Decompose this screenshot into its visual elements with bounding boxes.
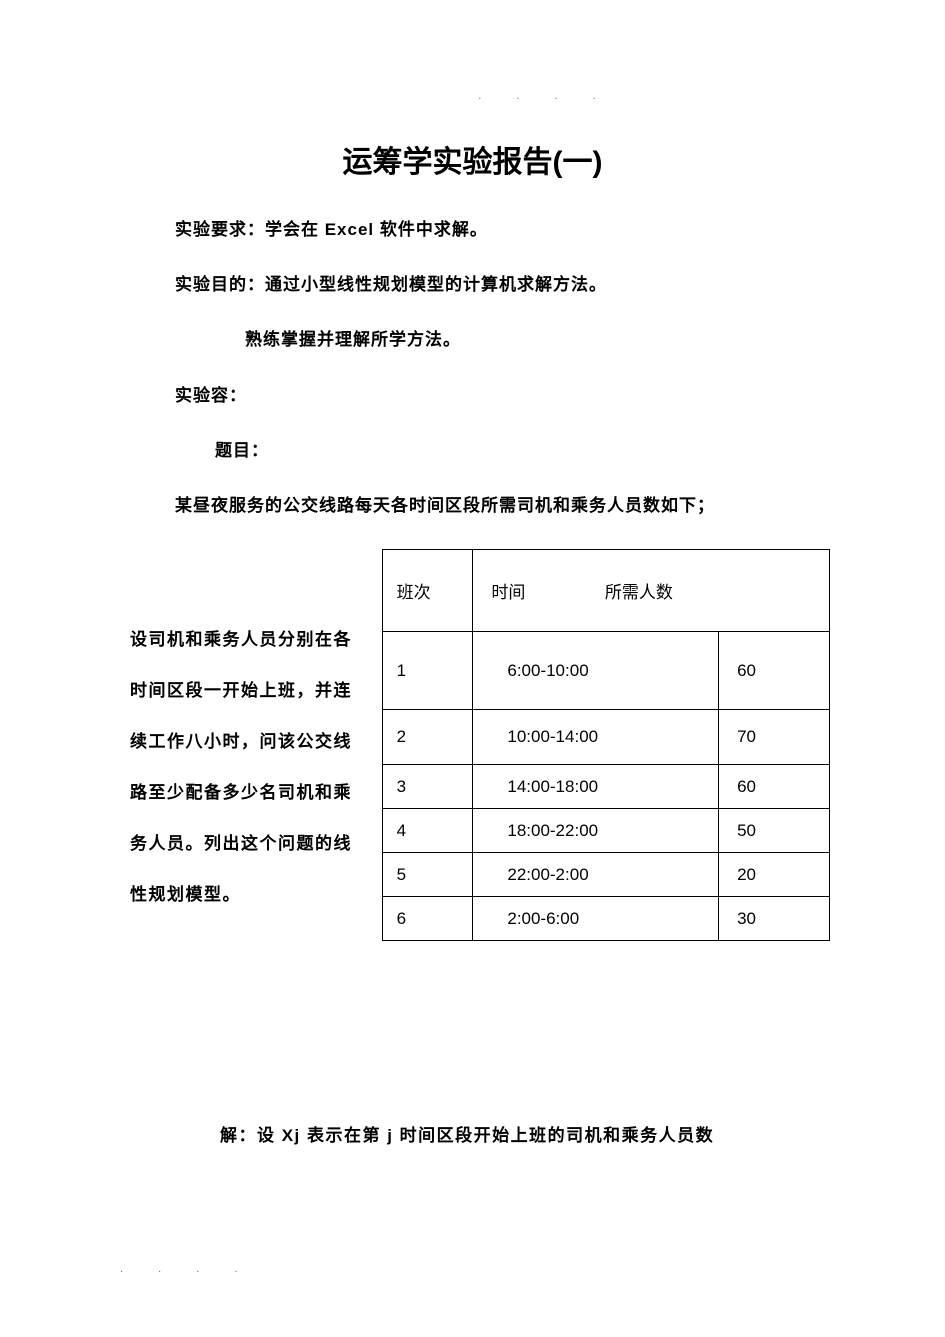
cell-count: 50	[719, 809, 830, 853]
solution-line: 解：设 Xj 表示在第 j 时间区段开始上班的司机和乘务人员数	[220, 1121, 830, 1146]
cell-count: 20	[719, 853, 830, 897]
cell-time: 22:00-2:00	[473, 853, 719, 897]
cell-time: 18:00-22:00	[473, 809, 719, 853]
cell-shift: 4	[382, 809, 473, 853]
footer-dots: . . . .	[120, 1263, 253, 1275]
table-row: 2 10:00-14:00 70	[382, 710, 829, 765]
cell-count: 70	[719, 710, 830, 765]
cell-shift: 6	[382, 897, 473, 941]
left-paragraph: 设司机和乘务人员分别在各时间区段一开始上班，并连续工作八小时，问该公交线路至少配…	[130, 614, 357, 920]
cell-time: 6:00-10:00	[473, 632, 719, 710]
document-page: . . . . 运筹学实验报告(一) 实验要求：学会在 Excel 软件中求解。…	[0, 0, 945, 1196]
table-row: 4 18:00-22:00 50	[382, 809, 829, 853]
table-row: 3 14:00-18:00 60	[382, 765, 829, 809]
cell-time: 14:00-18:00	[473, 765, 719, 809]
header-time-span: 时间	[491, 583, 525, 602]
header-time-needed: 时间 所需人数	[473, 550, 830, 632]
table-row: 1 6:00-10:00 60	[382, 632, 829, 710]
cell-shift: 3	[382, 765, 473, 809]
shift-table: 班次 时间 所需人数 1 6:00-10:00 60 2 10:00-14:00…	[382, 549, 830, 941]
content-row: 设司机和乘务人员分别在各时间区段一开始上班，并连续工作八小时，问该公交线路至少配…	[115, 549, 830, 941]
content-label: 实验容：	[175, 382, 830, 409]
header-needed-span: 所需人数	[605, 583, 673, 602]
topic-label: 题目：	[215, 437, 830, 464]
cell-count: 60	[719, 632, 830, 710]
header-shift: 班次	[382, 550, 473, 632]
objective-line: 实验目的：通过小型线性规划模型的计算机求解方法。	[175, 271, 830, 298]
cell-shift: 1	[382, 632, 473, 710]
table-row: 6 2:00-6:00 30	[382, 897, 829, 941]
cell-count: 30	[719, 897, 830, 941]
cell-time: 10:00-14:00	[473, 710, 719, 765]
cell-shift: 2	[382, 710, 473, 765]
objective-detail: 熟练掌握并理解所学方法。	[245, 326, 830, 353]
cell-shift: 5	[382, 853, 473, 897]
table-row: 5 22:00-2:00 20	[382, 853, 829, 897]
cell-count: 60	[719, 765, 830, 809]
requirement-line: 实验要求：学会在 Excel 软件中求解。	[175, 216, 830, 243]
header-dots: . . . .	[260, 90, 830, 102]
document-title: 运筹学实验报告(一)	[115, 137, 830, 181]
cell-time: 2:00-6:00	[473, 897, 719, 941]
table-header-row: 班次 时间 所需人数	[382, 550, 829, 632]
problem-description: 某昼夜服务的公交线路每天各时间区段所需司机和乘务人员数如下；	[175, 492, 830, 519]
